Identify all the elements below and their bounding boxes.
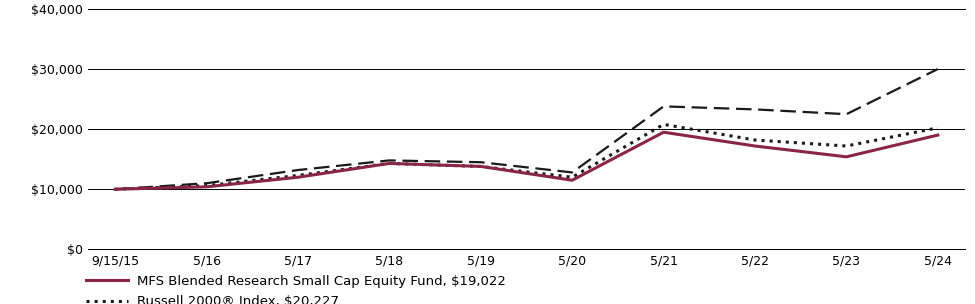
- Legend: MFS Blended Research Small Cap Equity Fund, $19,022, Russell 2000® Index, $20,22: MFS Blended Research Small Cap Equity Fu…: [86, 275, 506, 304]
